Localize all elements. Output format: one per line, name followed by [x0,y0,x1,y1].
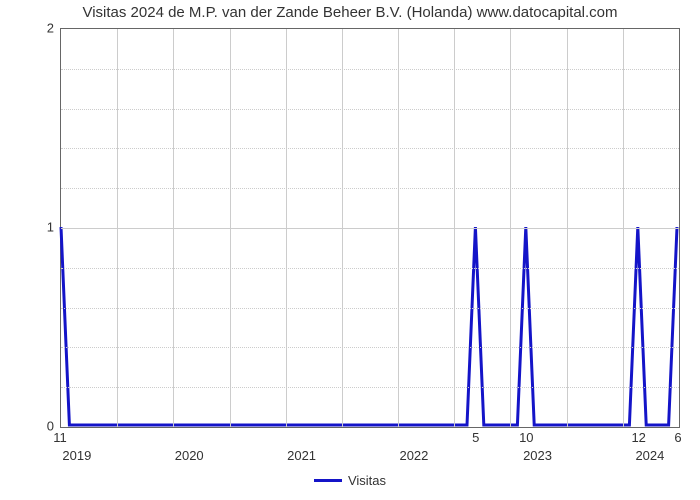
gridline-horizontal [61,228,679,229]
y-tick-label: 0 [14,419,54,434]
x-tick-label-lower: 2020 [175,448,204,463]
x-tick-label-lower: 2024 [635,448,664,463]
visits-chart: Visitas 2024 de M.P. van der Zande Behee… [0,0,700,500]
gridline-minor [61,347,679,348]
x-tick-label-upper: 10 [519,430,533,445]
x-tick-label-lower: 2019 [62,448,91,463]
chart-title: Visitas 2024 de M.P. van der Zande Behee… [0,4,700,21]
gridline-minor [61,387,679,388]
y-tick-label: 1 [14,220,54,235]
x-tick-label-upper: 11 [53,430,67,445]
x-tick-label-lower: 2023 [523,448,552,463]
gridline-minor [61,148,679,149]
legend: Visitas [0,472,700,488]
gridline-minor [61,308,679,309]
legend-label: Visitas [348,473,386,488]
legend-swatch [314,479,342,482]
x-tick-label-upper: 12 [631,430,645,445]
y-tick-label: 2 [14,21,54,36]
x-tick-label-upper: 6 [674,430,681,445]
plot-area [60,28,680,428]
gridline-minor [61,109,679,110]
gridline-minor [61,268,679,269]
gridline-minor [61,188,679,189]
gridline-minor [61,69,679,70]
x-tick-label-lower: 2022 [399,448,428,463]
x-tick-label-upper: 5 [472,430,479,445]
x-tick-label-lower: 2021 [287,448,316,463]
